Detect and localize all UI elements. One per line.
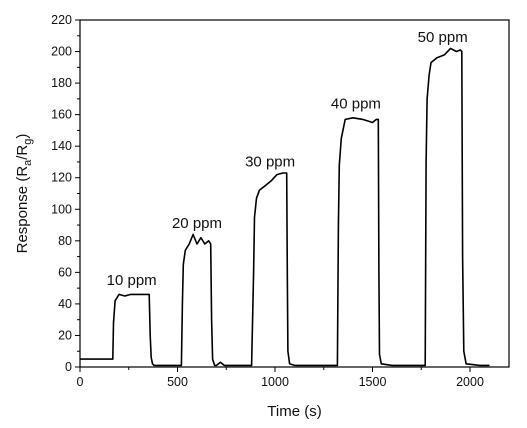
y-tick-label: 120 [51, 171, 72, 185]
x-tick-label: 1500 [359, 375, 387, 389]
y-axis-title-sub-g: g [22, 139, 34, 145]
y-tick-label: 180 [51, 76, 72, 90]
plot-frame [79, 19, 510, 368]
y-axis-title: Response (Ra/Rg) [14, 134, 34, 254]
y-tick-label: 220 [51, 13, 72, 27]
y-tick-label: 20 [58, 328, 72, 342]
x-tick-label: 2000 [456, 375, 484, 389]
x-tick-label: 500 [167, 375, 188, 389]
y-axis-title-mid: /R [14, 145, 31, 160]
y-tick-label: 60 [58, 265, 72, 279]
y-axis-title-main: Response (R [14, 166, 31, 254]
y-tick-label: 160 [51, 108, 72, 122]
x-tick-label: 0 [77, 375, 84, 389]
y-axis-ticks: 0 20 40 60 80 100 120 140 160 180 200 220 [51, 13, 80, 374]
y-axis-title-sub-a: a [22, 159, 34, 166]
y-tick-label: 40 [58, 297, 72, 311]
y-tick-label: 0 [65, 360, 72, 374]
y-tick-label: 100 [51, 202, 72, 216]
concentration-label: 20 ppm [172, 215, 222, 232]
x-axis-ticks: 0 500 1000 1500 2000 [77, 367, 484, 389]
concentration-label: 50 ppm [418, 29, 468, 46]
concentration-label: 40 ppm [331, 95, 381, 112]
x-axis-title: Time (s) [267, 403, 321, 420]
concentration-annotations: 10 ppm 20 ppm 30 ppm 40 ppm 50 ppm [107, 29, 468, 289]
x-tick-label: 1000 [261, 375, 289, 389]
concentration-label: 30 ppm [245, 154, 295, 171]
concentration-label: 10 ppm [107, 272, 157, 289]
y-tick-label: 140 [51, 139, 72, 153]
y-tick-label: 200 [51, 45, 72, 59]
response-series-line [80, 47, 490, 367]
y-axis-title-end: ) [14, 134, 31, 139]
y-tick-label: 80 [58, 234, 72, 248]
